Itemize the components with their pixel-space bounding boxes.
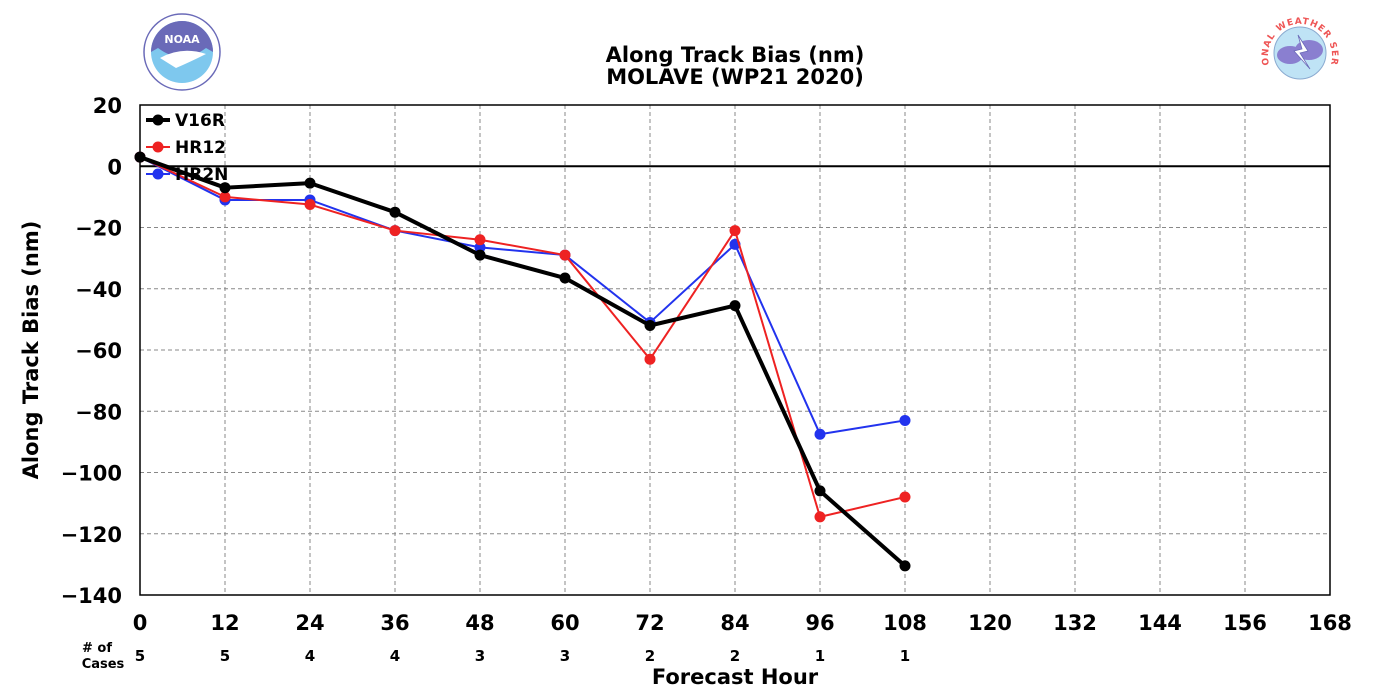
legend-item-hr2n: HR2N bbox=[146, 165, 228, 185]
case-count: 1 bbox=[815, 647, 825, 665]
data-point bbox=[389, 225, 401, 237]
x-tick-label: 96 bbox=[805, 611, 834, 635]
data-point bbox=[899, 414, 911, 426]
y-tick-label: −60 bbox=[75, 339, 122, 363]
case-count: 3 bbox=[560, 647, 570, 665]
case-count: 1 bbox=[900, 647, 910, 665]
y-tick-label: −100 bbox=[61, 462, 122, 486]
data-point bbox=[474, 234, 486, 246]
noaa-logo-text: NOAA bbox=[164, 33, 200, 46]
x-tick-label: 60 bbox=[550, 611, 579, 635]
data-point bbox=[814, 428, 826, 440]
series-line bbox=[139, 155, 907, 568]
x-tick-label: 132 bbox=[1053, 611, 1097, 635]
data-point bbox=[559, 249, 571, 261]
data-point bbox=[814, 485, 826, 497]
data-point bbox=[899, 491, 911, 503]
x-tick-label: 108 bbox=[883, 611, 927, 635]
legend-item-hr12: HR12 bbox=[146, 138, 226, 158]
case-count: 4 bbox=[390, 647, 400, 665]
case-count: 2 bbox=[730, 647, 740, 665]
x-tick-label: 24 bbox=[295, 611, 324, 635]
x-tick-label: 120 bbox=[968, 611, 1012, 635]
data-point bbox=[474, 249, 486, 261]
legend-label: HR12 bbox=[175, 138, 226, 158]
data-point bbox=[559, 272, 571, 284]
y-tick-label: −80 bbox=[75, 400, 122, 424]
x-tick-label: 0 bbox=[133, 611, 148, 635]
legend-label: HR2N bbox=[175, 165, 228, 185]
data-point bbox=[474, 241, 486, 253]
series-layer bbox=[134, 151, 911, 572]
y-tick-label: −120 bbox=[61, 523, 122, 547]
data-point bbox=[644, 353, 656, 365]
data-point bbox=[729, 225, 741, 237]
x-tick-label: 144 bbox=[1138, 611, 1182, 635]
y-tick-label: −140 bbox=[61, 584, 122, 608]
legend: V16R HR12 HR2N bbox=[146, 111, 228, 185]
y-axis-label: Along Track Bias (nm) bbox=[19, 221, 43, 480]
plot-area bbox=[134, 104, 1331, 596]
case-count: 5 bbox=[135, 647, 145, 665]
legend-swatch-marker bbox=[152, 114, 164, 126]
data-point bbox=[644, 320, 656, 331]
case-count: 3 bbox=[475, 647, 485, 665]
series-v16r bbox=[134, 151, 911, 572]
x-tick-label: 72 bbox=[635, 611, 664, 635]
series-hr12 bbox=[134, 151, 911, 523]
cases-header: # of bbox=[82, 641, 112, 656]
data-point bbox=[389, 206, 401, 218]
x-tick-labels: 0 12 24 36 48 60 72 84 96 108 120 132 144 156 168 bbox=[133, 611, 1352, 635]
x-tick-label: 156 bbox=[1223, 611, 1267, 635]
y-tick-label: 0 bbox=[107, 155, 122, 179]
data-point bbox=[219, 191, 231, 203]
data-point bbox=[219, 182, 231, 194]
series-line bbox=[139, 156, 906, 518]
data-point bbox=[304, 177, 316, 189]
chart-subtitle: MOLAVE (WP21 2020) bbox=[606, 65, 864, 89]
plot-frame bbox=[139, 104, 1331, 596]
cases-header: Cases bbox=[82, 657, 125, 672]
legend-swatch-marker bbox=[152, 141, 164, 153]
chart-title: Along Track Bias (nm) bbox=[606, 43, 865, 67]
x-tick-label: 12 bbox=[210, 611, 239, 635]
series-hr2n bbox=[134, 151, 911, 440]
case-count: 5 bbox=[220, 647, 230, 665]
y-tick-label: 20 bbox=[93, 94, 122, 118]
legend-label: V16R bbox=[175, 111, 225, 131]
nws-logo: NATIONAL WEATHER SERVICE bbox=[1261, 15, 1338, 91]
x-axis-label: Forecast Hour bbox=[652, 665, 819, 689]
y-tick-label: −40 bbox=[75, 278, 122, 302]
x-tick-label: 36 bbox=[380, 611, 409, 635]
data-point bbox=[899, 560, 911, 572]
case-count: 4 bbox=[305, 647, 315, 665]
x-tick-label: 84 bbox=[720, 611, 749, 635]
x-tick-label: 168 bbox=[1308, 611, 1352, 635]
data-point bbox=[814, 511, 826, 523]
x-tick-label: 48 bbox=[465, 611, 494, 635]
case-count: 2 bbox=[645, 647, 655, 665]
noaa-logo: NOAA bbox=[143, 13, 221, 91]
data-point bbox=[304, 199, 316, 211]
legend-swatch-marker bbox=[152, 168, 164, 180]
data-point bbox=[729, 300, 741, 312]
y-tick-label: −20 bbox=[75, 217, 122, 241]
legend-item-v16r: V16R bbox=[146, 111, 225, 131]
y-tick-labels: 20 0 −20 −40 −60 −80 −100 −120 −140 bbox=[61, 94, 122, 608]
grid-lines bbox=[140, 105, 1330, 595]
